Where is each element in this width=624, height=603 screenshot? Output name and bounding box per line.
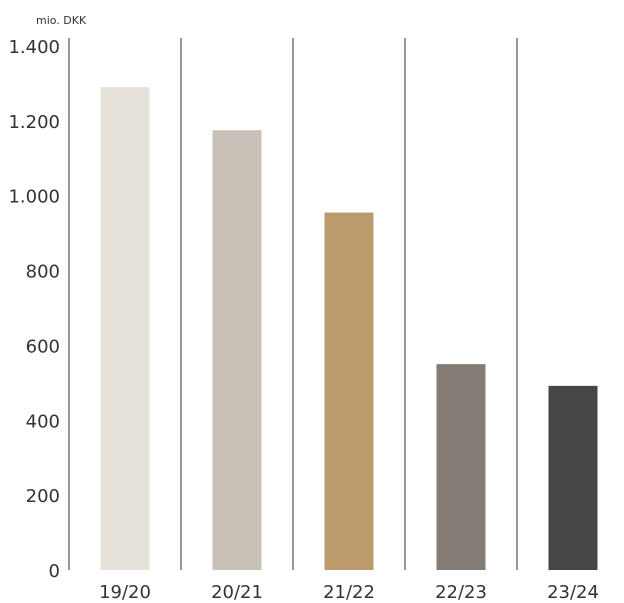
- y-tick-label: 200: [26, 486, 60, 507]
- bar-22-23: [436, 364, 486, 570]
- x-tick-labels: 19/20 20/21 21/22 22/23 23/24: [99, 582, 599, 603]
- bar-23-24: [548, 385, 598, 570]
- bar-20-21: [212, 130, 262, 570]
- x-tick-label: 20/21: [211, 582, 263, 603]
- y-tick-label: 1.200: [8, 112, 60, 133]
- unit-label: mio. DKK: [36, 14, 87, 27]
- category-dividers: [180, 38, 518, 570]
- bar-21-22: [324, 212, 374, 571]
- x-tick-label: 22/23: [435, 582, 487, 603]
- x-tick-label: 23/24: [547, 582, 599, 603]
- x-tick-label: 21/22: [323, 582, 375, 603]
- bar-19-20: [100, 87, 150, 571]
- y-tick-label: 1.400: [8, 37, 60, 58]
- bars: [100, 87, 598, 571]
- x-tick-label: 19/20: [99, 582, 151, 603]
- y-tick-label: 1.000: [8, 187, 60, 208]
- y-tick-label: 800: [26, 262, 60, 283]
- y-tick-label: 400: [26, 411, 60, 432]
- y-tick-label: 0: [49, 561, 60, 582]
- y-tick-label: 600: [26, 336, 60, 357]
- y-tick-labels: 0 200 400 600 800 1.000 1.200 1.400: [8, 37, 60, 582]
